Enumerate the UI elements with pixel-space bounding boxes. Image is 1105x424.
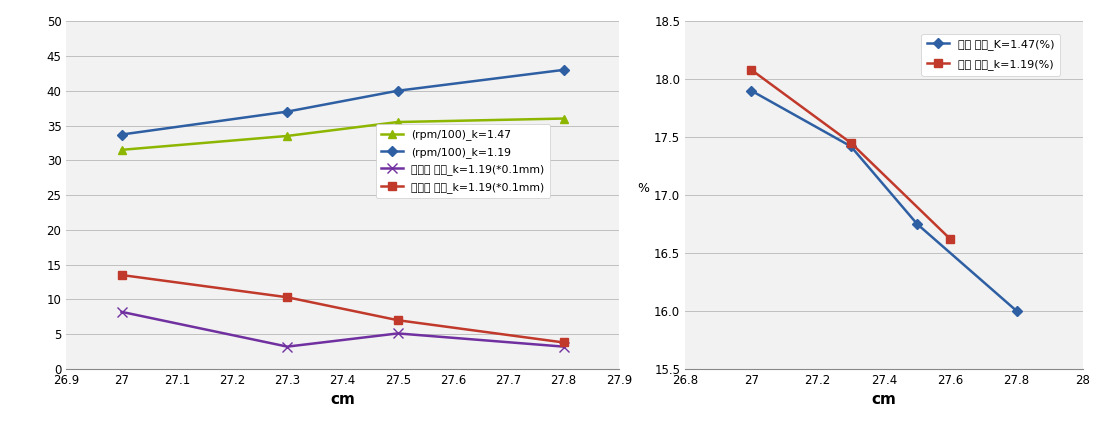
발전 효율_K=1.47(%) xyxy=(745,88,758,93)
X-axis label: cm: cm xyxy=(330,392,355,407)
Legend: 발전 효율_K=1.47(%), 발전 효율_k=1.19(%): 발전 효율_K=1.47(%), 발전 효율_k=1.19(%) xyxy=(922,34,1060,75)
스프링 처징_k=1.19(*0.1mm) xyxy=(281,344,294,349)
(rpm/100)_k=1.19 xyxy=(391,88,404,93)
스프링 처짘_k=1.19(*0.1mm) xyxy=(391,318,404,323)
Line: (rpm/100)_k=1.47: (rpm/100)_k=1.47 xyxy=(117,114,568,154)
(rpm/100)_k=1.47 xyxy=(115,147,128,152)
(rpm/100)_k=1.19 xyxy=(557,67,570,73)
(rpm/100)_k=1.47 xyxy=(557,116,570,121)
스프링 처징_k=1.19(*0.1mm) xyxy=(115,310,128,315)
X-axis label: cm: cm xyxy=(872,392,896,407)
Line: 발전 효율_k=1.19(%): 발전 효율_k=1.19(%) xyxy=(747,66,955,243)
Y-axis label: %: % xyxy=(636,182,649,195)
스프링 처짘_k=1.19(*0.1mm) xyxy=(557,340,570,345)
발전 효율_k=1.19(%) xyxy=(944,237,957,242)
스프링 처징_k=1.19(*0.1mm) xyxy=(557,344,570,349)
발전 효율_K=1.47(%) xyxy=(844,144,857,149)
(rpm/100)_k=1.19 xyxy=(115,132,128,137)
Line: 발전 효율_K=1.47(%): 발전 효율_K=1.47(%) xyxy=(748,87,1020,315)
스프링 처짘_k=1.19(*0.1mm) xyxy=(281,295,294,300)
스프링 처징_k=1.19(*0.1mm) xyxy=(391,331,404,336)
발전 효율_k=1.19(%) xyxy=(745,67,758,73)
Legend: (rpm/100)_k=1.47, (rpm/100)_k=1.19, 스프링 처징_k=1.19(*0.1mm), 스프링 처짘_k=1.19(*0.1mm): (rpm/100)_k=1.47, (rpm/100)_k=1.19, 스프링 … xyxy=(376,124,550,198)
(rpm/100)_k=1.47 xyxy=(281,134,294,139)
(rpm/100)_k=1.19 xyxy=(281,109,294,114)
스프링 처짘_k=1.19(*0.1mm) xyxy=(115,273,128,278)
Line: 스프링 처징_k=1.19(*0.1mm): 스프링 처징_k=1.19(*0.1mm) xyxy=(117,307,568,351)
발전 효율_K=1.47(%) xyxy=(1010,308,1023,313)
Line: 스프링 처짘_k=1.19(*0.1mm): 스프링 처짘_k=1.19(*0.1mm) xyxy=(117,271,568,347)
발전 효율_k=1.19(%) xyxy=(844,140,857,145)
발전 효율_K=1.47(%) xyxy=(911,221,924,226)
(rpm/100)_k=1.47 xyxy=(391,120,404,125)
Line: (rpm/100)_k=1.19: (rpm/100)_k=1.19 xyxy=(118,67,567,138)
